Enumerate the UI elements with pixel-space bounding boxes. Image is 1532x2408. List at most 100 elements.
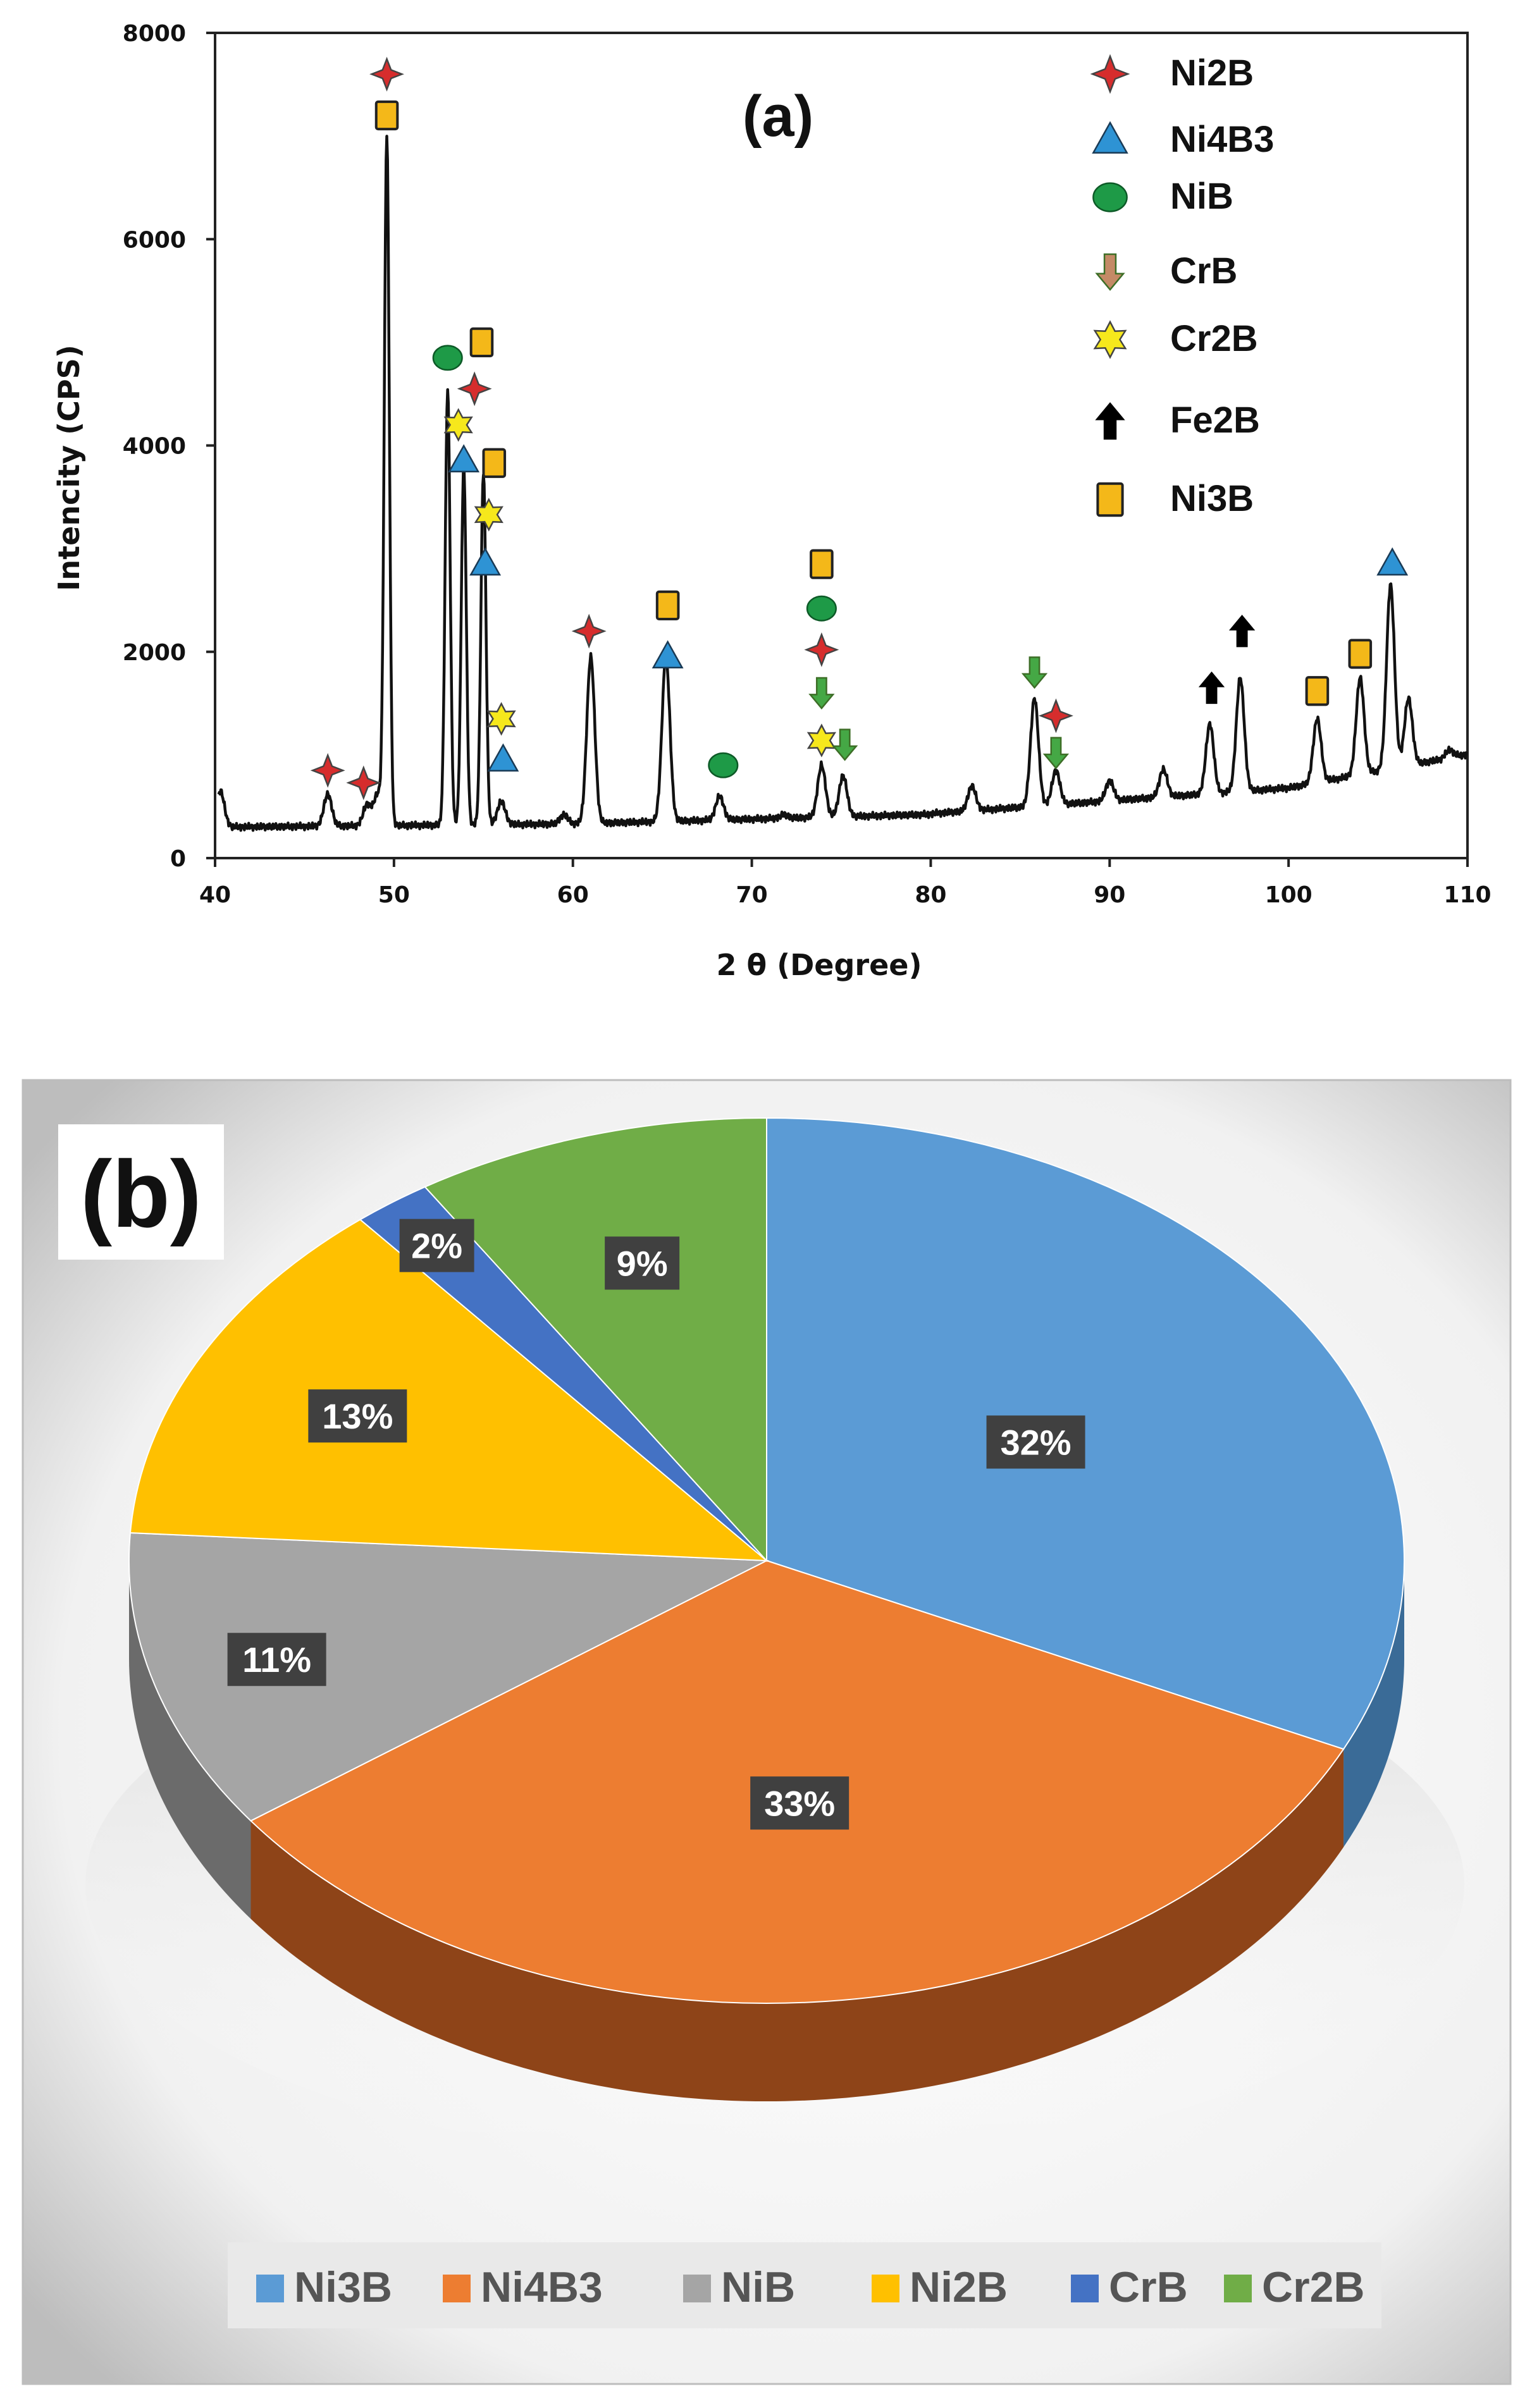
y-tick-label: 8000 [123,21,186,47]
Ni4B3-marker [652,640,684,668]
pie-slice-Ni2B [129,1219,769,1562]
Ni2B-marker [1038,698,1073,734]
Ni2B-marker [369,56,404,92]
pie-sides [129,1561,1404,2101]
pie-data-label-Cr2B: 9% [617,1243,668,1283]
pie-legend-label-NiB: NiB [721,2263,795,2311]
pie-data-labels: 32% 33% 11% 13% 2% 9% [227,1219,1085,1830]
pie-legend-label-CrB: CrB [1109,2263,1188,2311]
Fe2B-marker [1198,671,1225,704]
pie-legend-swatch-Ni2B [872,2275,899,2302]
Ni3B-marker [810,549,834,579]
Ni3B-marker [469,327,494,357]
xrd-series-line [217,135,1469,832]
pie-side-NiB [129,1561,251,1919]
NiB-marker [1092,182,1128,212]
xrd-legend: Ni2B Ni4B3 NiB CrB Cr2B Fe2B Ni3B [1090,52,1274,519]
y-tick-label: 2000 [123,640,186,666]
pie-data-label-bg [227,1633,326,1686]
pie-data-label-bg [986,1415,1085,1469]
Fe2B-marker [1095,402,1125,440]
Ni2B-marker [346,765,381,801]
Ni2B-marker [1090,54,1130,94]
x-tick-label: 80 [915,882,946,908]
x-tick-label: 100 [1265,882,1313,908]
pie-data-label-CrB: 2% [411,1226,462,1266]
Cr2B-marker [1093,320,1127,359]
xrd-legend-label: Ni2B [1170,52,1254,94]
Cr2B-marker [474,498,503,532]
pie-legend-label-Ni2B: Ni2B [910,2263,1008,2311]
y-tick-label: 0 [170,846,186,872]
CrB-marker [1095,253,1125,291]
pie-data-label-bg [308,1389,407,1443]
xrd-panel-title: (a) [743,84,813,149]
x-tick-label: 50 [378,882,410,908]
xrd-legend-label: Ni4B3 [1170,119,1274,160]
pie-slices [128,1117,1405,2005]
pie-legend-label-Ni3B: Ni3B [294,2263,392,2311]
pie-data-label-Ni3B: 32% [1000,1422,1071,1462]
pie-legend-swatch-CrB [1071,2275,1099,2302]
CrB-marker [831,728,858,761]
x-tick-label: 70 [736,882,768,908]
pie-legend-swatch-Ni3B [256,2275,284,2302]
CrB-marker [1042,737,1070,770]
pie-data-label-NiB: 11% [242,1640,311,1680]
Fe2B-marker [1228,615,1256,648]
Ni3B-marker [374,100,399,131]
x-tick-label: 60 [557,882,589,908]
Cr2B-marker [486,702,516,736]
pie-side-Ni3B [1344,1561,1404,1848]
xrd-y-axis-label: Intencity (CPS) [52,345,86,591]
pie-side-Ni4B3 [250,1749,1344,2101]
Cr2B-marker [443,408,473,442]
Ni4B3-marker [1092,121,1128,154]
pie-slice-Ni3B [766,1117,1405,1750]
xrd-legend-label: Ni3B [1170,478,1254,519]
CrB-marker [808,677,835,710]
xrd-x-ticks: 40 50 60 70 80 90 100 110 [199,858,1492,908]
pie-legend: Ni3B Ni4B3 NiB Ni2B CrB Cr2B [256,2263,1365,2311]
xrd-legend-label: Cr2B [1170,318,1258,359]
pie-panel-title: (b) [80,1141,202,1247]
Ni2B-marker [571,613,607,649]
pie-data-label-Ni2B: 13% [322,1396,393,1436]
y-tick-label: 4000 [123,434,186,460]
xrd-chart: 0 2000 4000 6000 8000 40 50 60 70 80 90 100 110 (a)… [52,21,1492,982]
y-tick-label: 6000 [123,227,186,253]
xrd-legend-label: NiB [1170,176,1233,217]
Ni3B-marker [655,590,680,620]
CrB-marker [1021,656,1048,689]
Ni2B-marker [804,632,839,667]
Ni4B3-marker [469,547,502,576]
Ni3B-marker [1096,482,1124,517]
xrd-legend-label: CrB [1170,250,1237,292]
pie-legend-box [228,2242,1381,2328]
xrd-x-axis-label: 2 θ (Degree) [716,948,922,982]
pie-data-label-bg [750,1776,849,1830]
pie-slice-NiB [128,1532,769,1822]
pie-legend-swatch-Ni4B3 [443,2275,471,2302]
pie-legend-swatch-Cr2B [1224,2275,1252,2302]
pie-legend-label-Cr2B: Cr2B [1262,2263,1365,2311]
NiB-marker [708,752,739,778]
pie-panel-title-box [58,1124,224,1260]
pie-legend-label-Ni4B3: Ni4B3 [481,2263,603,2311]
Ni3B-marker [1305,676,1330,706]
Ni4B3-marker [1376,547,1409,576]
Cr2B-marker [806,723,837,758]
x-tick-label: 90 [1094,882,1125,908]
pie-data-label-bg [399,1219,474,1272]
x-tick-label: 110 [1443,882,1491,908]
x-tick-label: 40 [199,882,231,908]
pie-chart: (b) 32% 33% 11% 13% 2% 9% Ni3B Ni4B3 NiB Ni2B CrB… [22,1079,1512,2385]
pie-data-label-Ni4B3: 33% [764,1783,835,1823]
Ni2B-marker [457,371,492,407]
Ni4B3-marker [487,743,519,772]
pie-slice-Cr2B [424,1117,767,1563]
Ni3B-marker [482,448,507,478]
xrd-phase-markers [310,56,1409,801]
xrd-y-ticks: 0 2000 4000 6000 8000 [123,21,215,872]
